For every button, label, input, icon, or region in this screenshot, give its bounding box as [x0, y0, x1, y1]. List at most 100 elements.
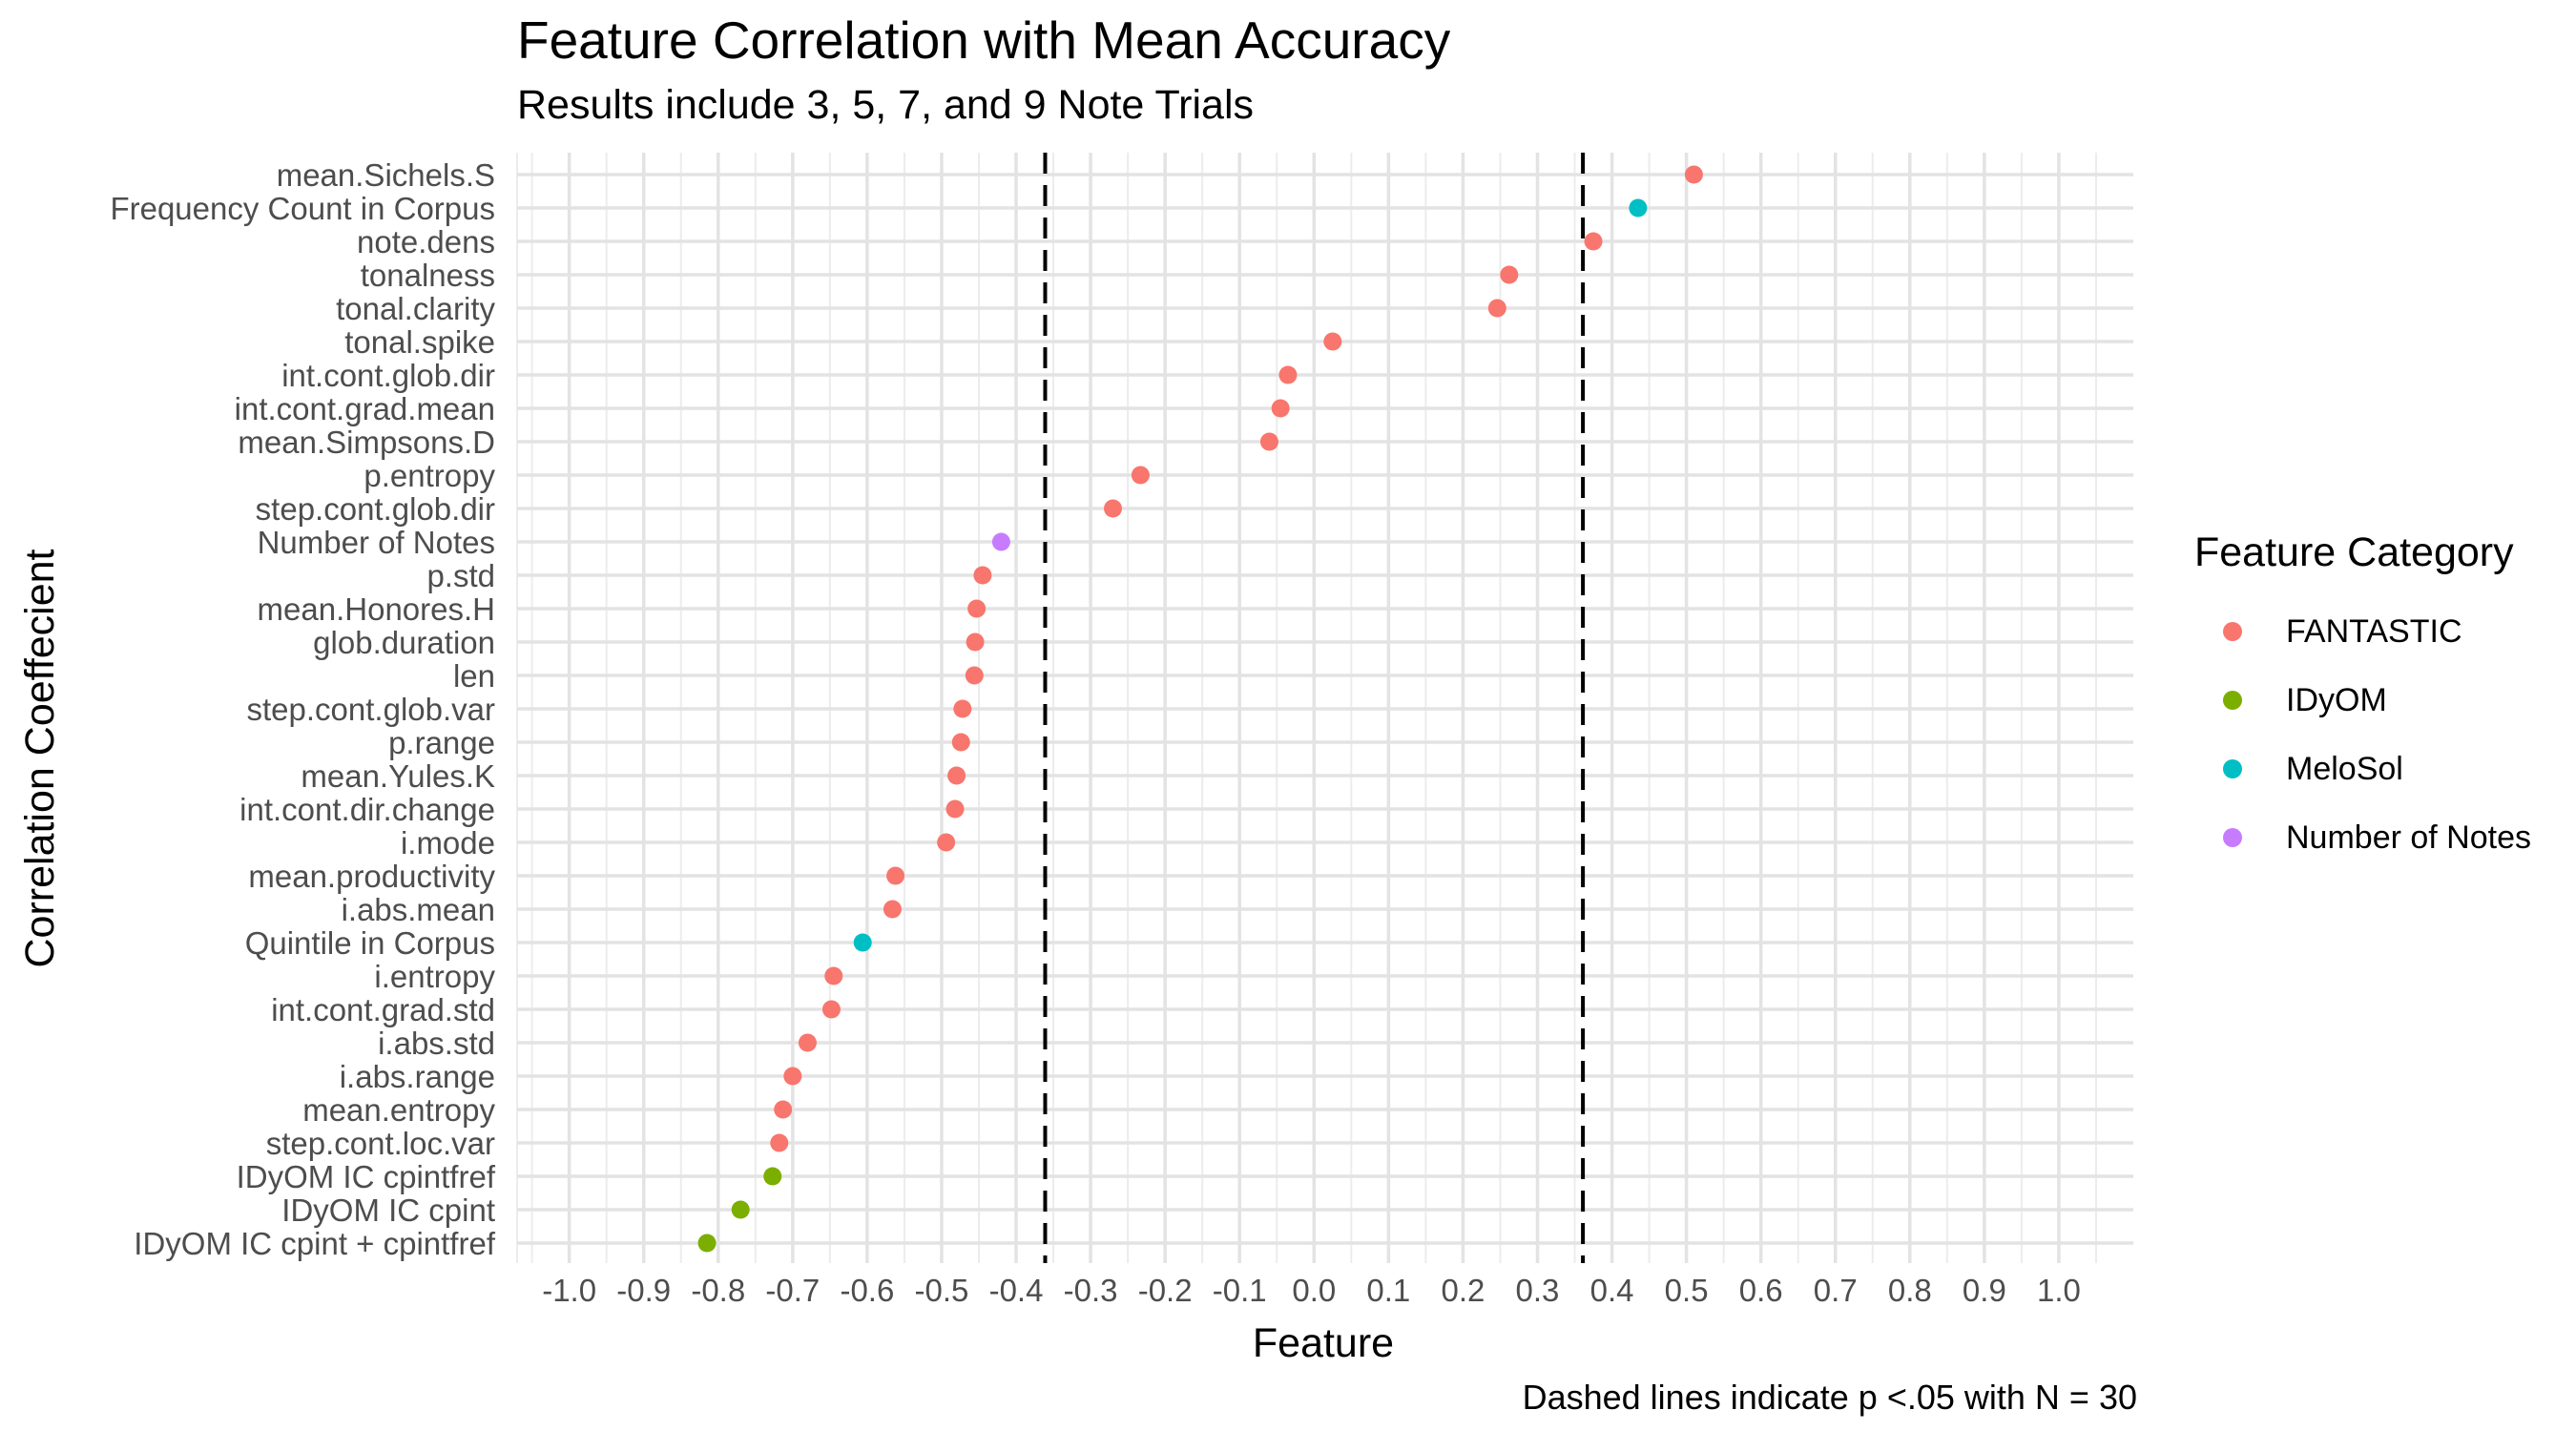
data-point: [973, 566, 992, 585]
data-point: [824, 966, 843, 985]
x-tick-label: -0.5: [915, 1273, 969, 1308]
data-point: [731, 1200, 750, 1219]
x-tick-label: -0.8: [691, 1273, 745, 1308]
y-tick-label: p.range: [388, 725, 495, 760]
legend-item: IDyOM: [2194, 666, 2531, 735]
y-tick-label: tonal.clarity: [336, 291, 495, 326]
y-tick-label: tonal.spike: [344, 324, 495, 360]
y-tick-label: i.mode: [401, 825, 495, 861]
data-point: [937, 833, 956, 852]
y-tick-label: mean.entropy: [302, 1092, 495, 1128]
data-point: [1104, 499, 1123, 518]
legend-key-dot: [2223, 622, 2242, 641]
legend-key-dot: [2223, 759, 2242, 778]
reference-lines: [1043, 153, 1586, 1263]
data-point: [1684, 165, 1703, 184]
x-tick-label: -0.2: [1138, 1273, 1193, 1308]
data-point: [953, 699, 972, 718]
legend-label: FANTASTIC: [2286, 612, 2462, 650]
x-tick-label: -0.9: [616, 1273, 671, 1308]
y-tick-label: mean.productivity: [248, 859, 495, 894]
x-tick-label: 0.9: [1963, 1273, 2006, 1308]
x-tick-label: 0.0: [1292, 1273, 1336, 1308]
y-tick-label: p.entropy: [364, 458, 495, 493]
y-tick-label: Frequency Count in Corpus: [110, 191, 495, 226]
x-tick-label: 0.4: [1590, 1273, 1634, 1308]
data-point: [883, 900, 902, 919]
y-tick-label: Number of Notes: [258, 525, 495, 560]
x-tick-label: 0.6: [1739, 1273, 1783, 1308]
legend-label: IDyOM: [2286, 681, 2387, 718]
data-point: [1259, 432, 1278, 451]
x-axis-title: Feature: [1253, 1320, 1394, 1366]
data-point: [783, 1067, 802, 1086]
legend-label: MeloSol: [2286, 750, 2403, 787]
legend-items: FANTASTIC IDyOM MeloSol Number of Notes: [2194, 597, 2531, 872]
data-point: [697, 1234, 717, 1253]
data-point: [1487, 299, 1506, 318]
y-tick-label: IDyOM IC cpintfref: [237, 1159, 496, 1194]
data-point: [967, 599, 987, 618]
y-tick-label: i.abs.std: [378, 1026, 495, 1061]
data-point: [770, 1133, 789, 1152]
data-point: [798, 1033, 817, 1052]
y-tick-label: Quintile in Corpus: [245, 925, 495, 961]
y-tick-label: int.cont.glob.dir: [281, 358, 495, 393]
data-point: [1278, 365, 1298, 384]
y-tick-label: i.abs.mean: [342, 892, 495, 927]
legend-key-dot: [2223, 828, 2242, 847]
data-point: [1629, 198, 1648, 218]
data-point: [1131, 466, 1150, 485]
data-point: [991, 532, 1010, 551]
y-tick-label: glob.duration: [313, 625, 495, 660]
legend-label: Number of Notes: [2286, 819, 2531, 856]
y-tick-label: IDyOM IC cpint: [281, 1192, 495, 1228]
y-tick-label: IDyOM IC cpint + cpintfref: [134, 1226, 496, 1261]
x-tick-label: 0.3: [1516, 1273, 1560, 1308]
data-point: [1500, 265, 1519, 284]
y-tick-label: len: [453, 658, 495, 694]
data-point: [966, 633, 985, 652]
y-tick-label: step.cont.loc.var: [266, 1126, 495, 1161]
data-points: [697, 165, 1703, 1253]
x-tick-label: 0.8: [1888, 1273, 1932, 1308]
y-tick-label: step.cont.glob.var: [247, 692, 496, 727]
y-tick-label: int.cont.grad.std: [271, 992, 495, 1027]
x-tick-label: -0.7: [765, 1273, 820, 1308]
x-tick-label: -0.3: [1064, 1273, 1118, 1308]
data-point: [763, 1167, 782, 1186]
x-tick-label: -0.1: [1213, 1273, 1267, 1308]
data-point: [886, 866, 905, 885]
chart-caption: Dashed lines indicate p <.05 with N = 30: [1522, 1378, 2137, 1417]
chart-title: Feature Correlation with Mean Accuracy: [517, 10, 1451, 70]
y-tick-label: i.entropy: [374, 959, 495, 994]
y-tick-label: int.cont.dir.change: [239, 792, 495, 827]
data-point: [821, 1000, 841, 1019]
data-point: [774, 1100, 793, 1119]
data-point: [951, 733, 970, 752]
y-tick-label: tonalness: [361, 258, 495, 293]
x-tick-label: -0.6: [840, 1273, 894, 1308]
x-tick-label: 0.7: [1814, 1273, 1858, 1308]
legend-item: MeloSol: [2194, 735, 2531, 803]
y-tick-label: p.std: [426, 558, 495, 593]
data-point: [1584, 232, 1603, 251]
x-tick-label: 0.2: [1441, 1273, 1485, 1308]
y-tick-label: int.cont.grad.mean: [235, 391, 495, 426]
data-point: [947, 766, 966, 785]
y-tick-label: step.cont.glob.dir: [256, 491, 495, 527]
y-tick-label: mean.Honores.H: [258, 591, 495, 627]
legend-item: Number of Notes: [2194, 803, 2531, 872]
legend-item: FANTASTIC: [2194, 597, 2531, 666]
x-tick-label: -0.4: [989, 1273, 1044, 1308]
data-point: [965, 666, 984, 685]
data-point: [1323, 332, 1342, 351]
legend-key-dot: [2223, 691, 2242, 710]
y-tick-label: mean.Sichels.S: [277, 157, 495, 193]
x-tick-label: -1.0: [542, 1273, 596, 1308]
chart-subtitle: Results include 3, 5, 7, and 9 Note Tria…: [517, 82, 1255, 128]
y-axis-title: Correlation Coeffecient: [17, 549, 63, 967]
x-tick-label: 0.1: [1366, 1273, 1410, 1308]
